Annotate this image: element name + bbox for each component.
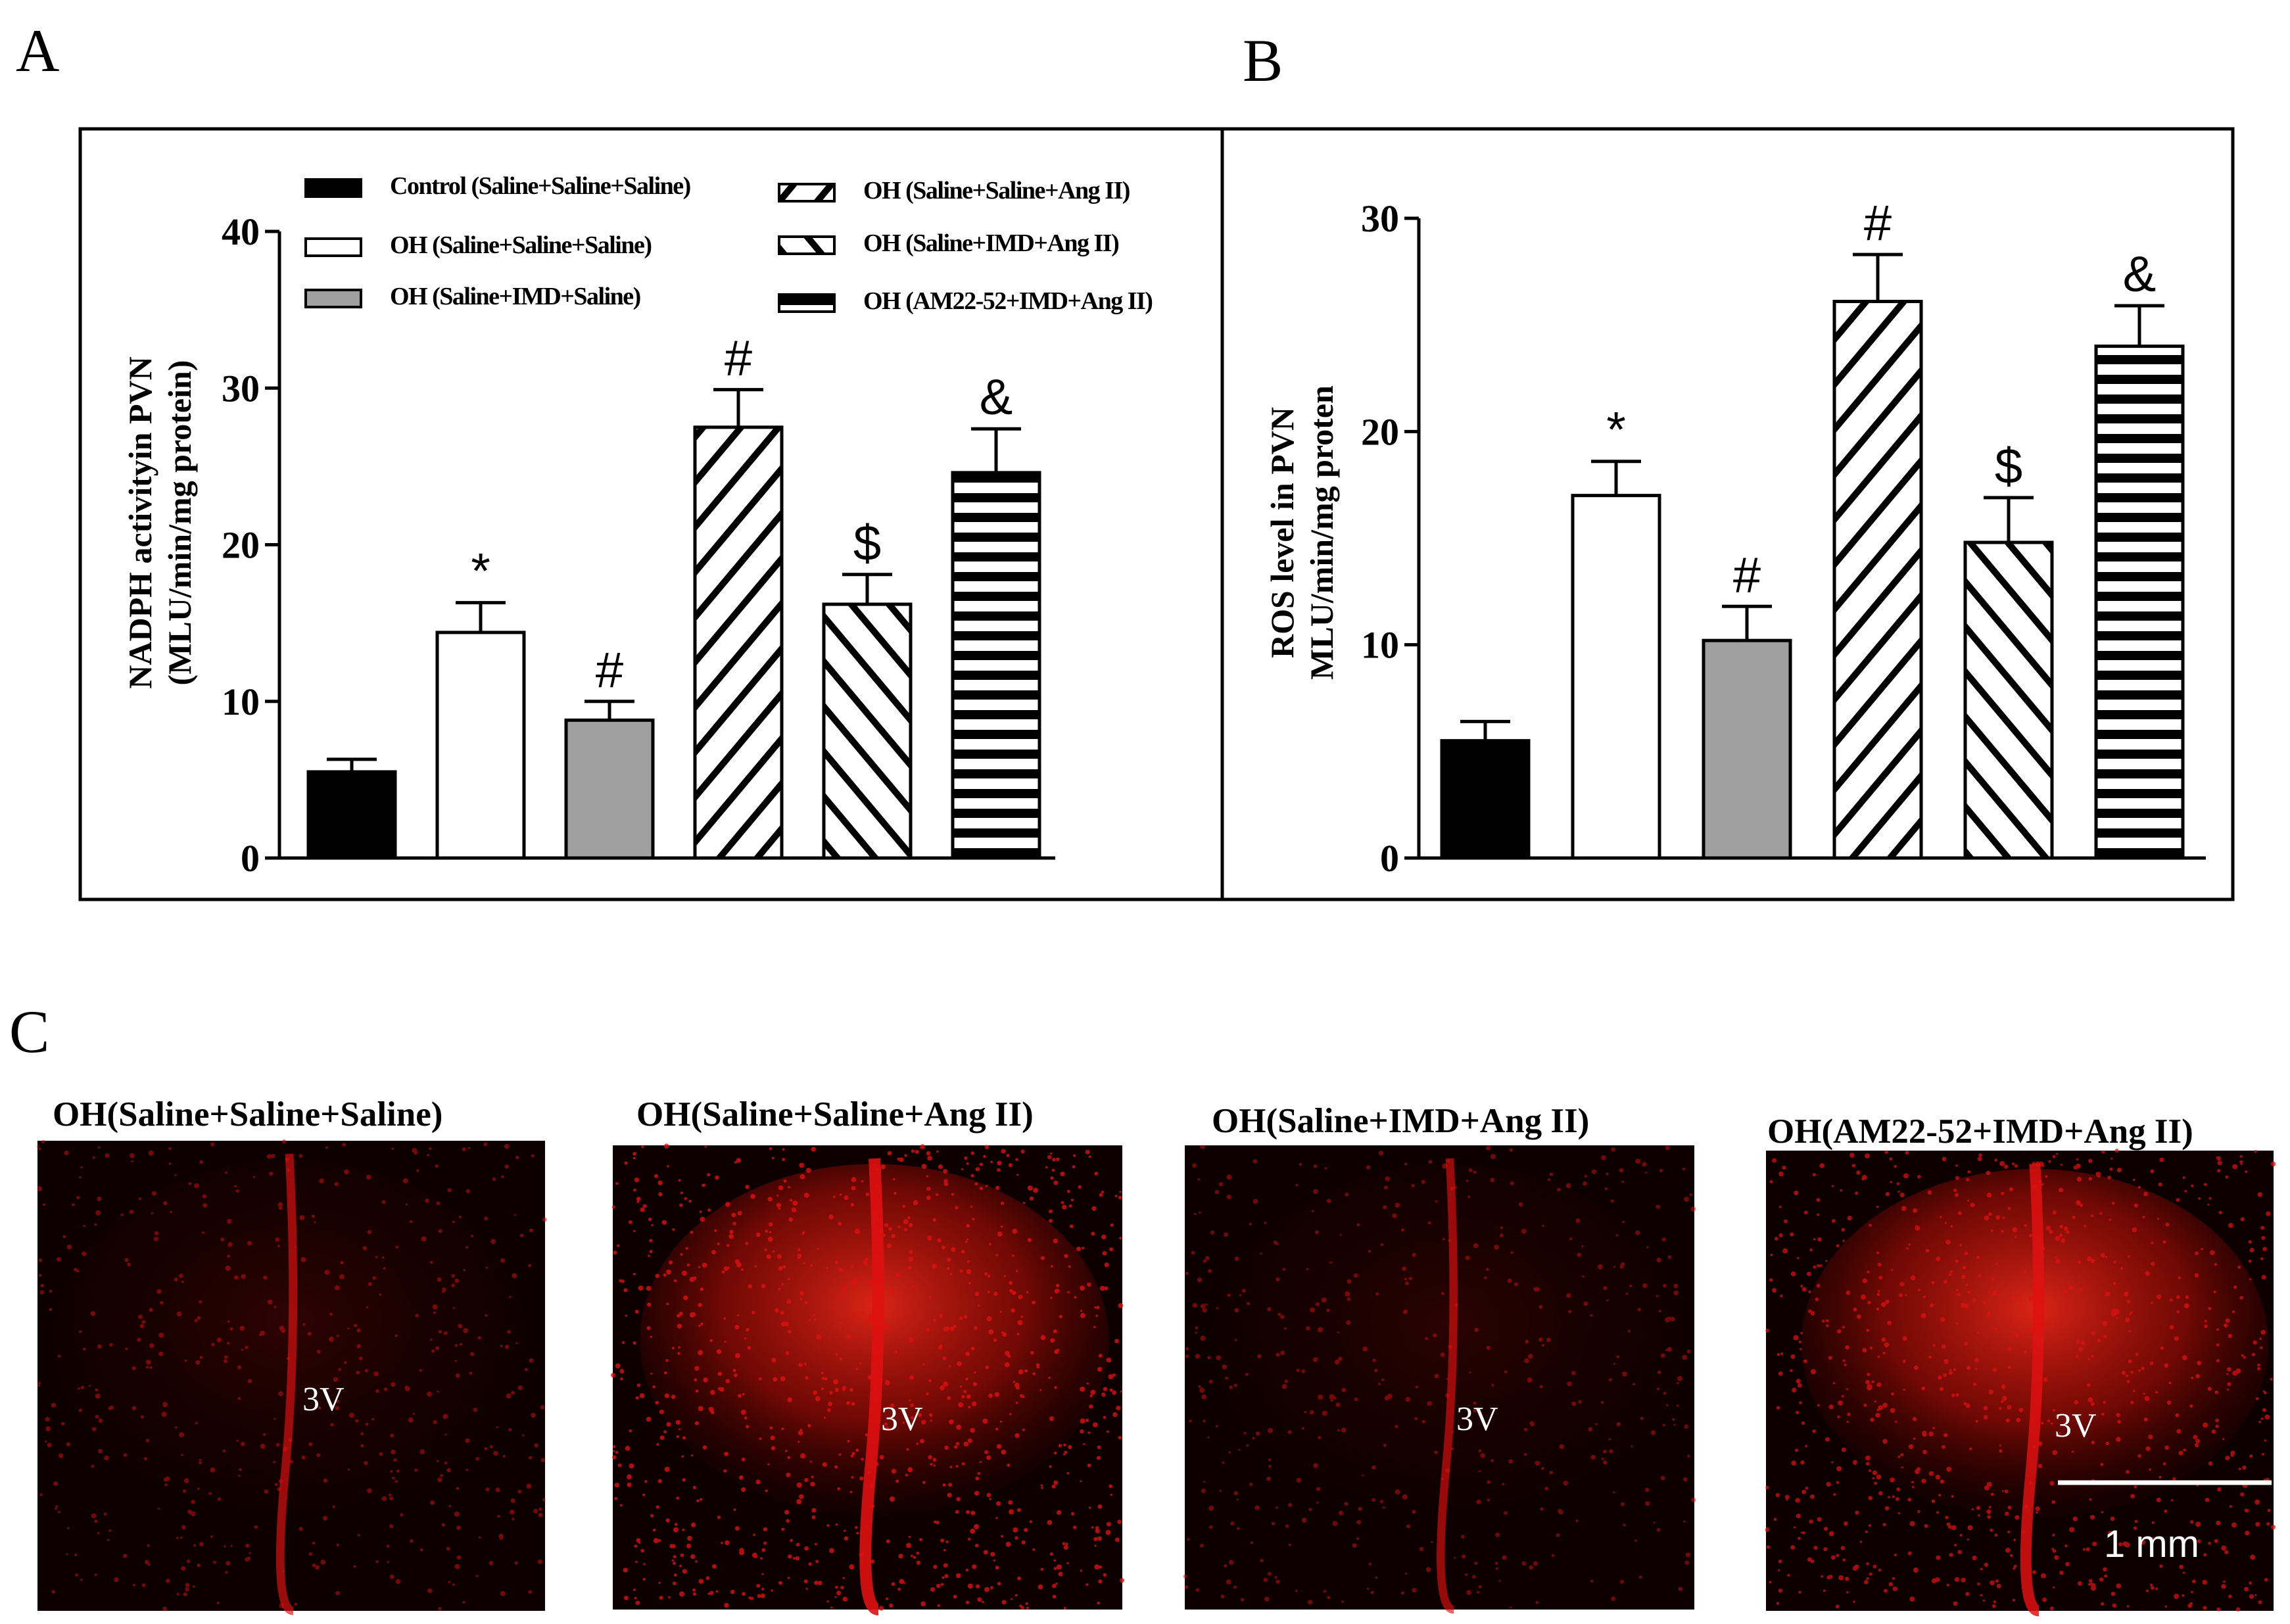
micrograph-title-2: OH(Saline+Saline+Ang II)	[636, 1095, 1034, 1134]
chart-a-tick-label: 0	[241, 837, 260, 880]
chart-a-significance-mark: $	[853, 515, 881, 571]
micrograph-4	[1765, 1149, 2276, 1617]
ventricle-label-3: 3V	[1456, 1400, 1498, 1438]
chart-a-bars: * # # $ &	[306, 331, 1041, 860]
chart-b-significance-mark: #	[1733, 547, 1761, 603]
chart-a-tick-label: 10	[222, 681, 260, 723]
chart-a-significance-mark: *	[471, 544, 490, 600]
chart-a-significance-mark: #	[596, 642, 623, 698]
chart-a-ylabel-line1: NADPH activityin PVN	[122, 356, 158, 689]
ventricle-label-4: 3V	[2055, 1407, 2097, 1445]
chart-b-bar-3	[1702, 638, 1792, 860]
chart-a: NADPH activityin PVN (MLU/min/mg protein…	[122, 172, 1153, 880]
legend-swatch-4	[778, 183, 836, 203]
legend-label-5: OH (Saline+IMD+Ang II)	[863, 229, 1118, 257]
ventricle-label-1: 3V	[302, 1381, 345, 1418]
legend-swatch-3	[304, 289, 362, 308]
chart-a-significance-mark: &	[980, 370, 1013, 425]
micrograph-1	[36, 1139, 547, 1615]
chart-a-axes: 0 10 20 30 40	[222, 210, 1055, 880]
chart-b-tick-label: 20	[1361, 410, 1399, 453]
micrograph-title-4: OH(AM22-52+IMD+Ang II)	[1767, 1112, 2193, 1151]
third-ventricle	[859, 1158, 884, 1615]
micrograph-3	[1183, 1145, 1696, 1614]
chart-a-bar-1	[306, 770, 397, 860]
legend-swatch-6	[778, 293, 836, 313]
chart-b-tick-label: 0	[1380, 837, 1399, 880]
third-ventricle	[275, 1153, 298, 1615]
panel-label-a: A	[16, 17, 59, 84]
scale-bar-label: 1 mm	[2104, 1523, 2199, 1565]
chart-b-bars: * # # $ &	[1440, 195, 2185, 860]
chart-a-ylabel-line2: (MLU/min/mg protein)	[161, 360, 198, 686]
micrograph-panel: OH(Saline+Saline+Saline) OH(Saline+Salin…	[36, 1095, 2276, 1617]
micrograph-title-3: OH(Saline+IMD+Ang II)	[1212, 1102, 1589, 1140]
chart-b-bar-2	[1571, 494, 1661, 860]
legend-label-1: Control (Saline+Saline+Saline)	[390, 172, 690, 200]
chart-a-bar-4	[693, 425, 784, 860]
chart-a-tick-label: 40	[222, 210, 260, 253]
chart-a-bar-5	[822, 602, 913, 860]
chart-a-tick-label: 30	[222, 367, 260, 410]
third-ventricle	[1437, 1158, 1458, 1614]
chart-a-bar-6	[951, 471, 1041, 860]
chart-b-bar-1	[1440, 739, 1531, 860]
chart-b: ROS level in PVN MLU/min/mg proten 0 10 20…	[1264, 195, 2206, 880]
legend-swatch-2	[304, 237, 362, 257]
micrograph-2	[611, 1143, 1125, 1615]
micrograph-speckle	[611, 1143, 1125, 1611]
chart-b-axes: 0 10 20 30	[1361, 197, 2206, 880]
chart-a-bar-2	[435, 631, 526, 860]
chart-b-ylabel-line2: MLU/min/mg proten	[1303, 385, 1340, 680]
legend-label-2: OH (Saline+Saline+Saline)	[390, 231, 651, 259]
chart-b-significance-mark: $	[1995, 439, 2022, 494]
chart-b-frame	[1220, 127, 2235, 901]
chart-b-ylabel-line1: ROS level in PVN	[1264, 407, 1300, 658]
chart-b-bar-6	[2094, 345, 2185, 860]
chart-b-tick-label: 10	[1361, 624, 1399, 667]
legend-label-3: OH (Saline+IMD+Saline)	[390, 283, 640, 310]
panel-label-b: B	[1243, 27, 1283, 94]
chart-b-significance-mark: &	[2123, 247, 2157, 302]
legend-swatch-5	[778, 235, 836, 255]
chart-b-significance-mark: #	[1864, 195, 1892, 251]
micrograph-speckle	[1765, 1149, 2276, 1612]
panel-label-c: C	[9, 998, 49, 1065]
chart-a-legend: Control (Saline+Saline+Saline) OH (Saline…	[304, 172, 1153, 315]
chart-a-bar-3	[564, 718, 655, 860]
legend-label-6: OH (AM22-52+IMD+Ang II)	[863, 287, 1152, 315]
chart-b-significance-mark: *	[1606, 402, 1626, 458]
micrograph-title-1: OH(Saline+Saline+Saline)	[53, 1095, 442, 1134]
chart-a-significance-mark: #	[725, 331, 752, 387]
legend-label-4: OH (Saline+Saline+Ang II)	[863, 177, 1130, 204]
chart-b-bar-5	[1963, 540, 2054, 860]
micrograph-images	[36, 1139, 2276, 1617]
chart-b-bar-4	[1832, 299, 1923, 860]
legend-swatch-1	[304, 178, 362, 198]
chart-b-tick-label: 30	[1361, 197, 1399, 240]
ventricle-label-2: 3V	[881, 1400, 923, 1438]
chart-a-tick-label: 20	[222, 524, 260, 567]
third-ventricle	[2020, 1163, 2045, 1617]
